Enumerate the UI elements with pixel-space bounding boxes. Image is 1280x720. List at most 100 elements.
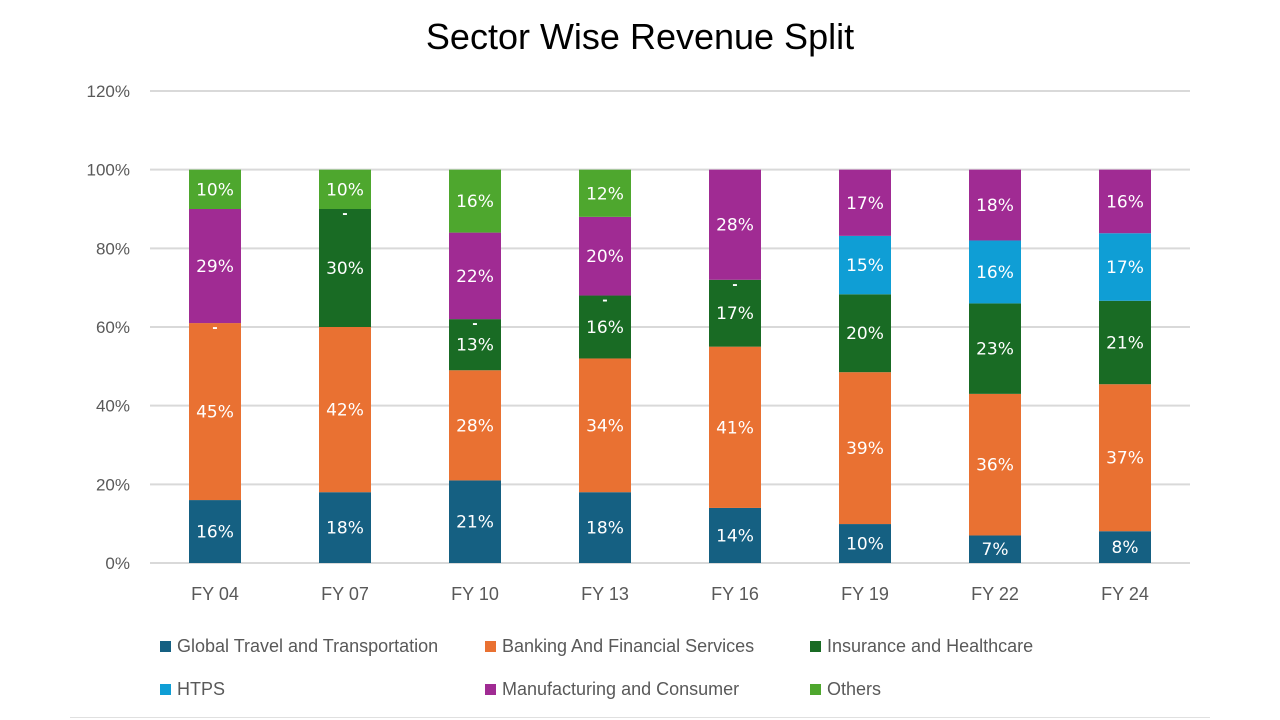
data-label: 17% [716,304,754,324]
bar-segment [449,319,501,371]
x-tick-label: FY 22 [971,584,1019,604]
chart-title: Sector Wise Revenue Split [425,16,855,57]
data-label: 36% [976,456,1014,476]
data-label: 28% [716,216,754,236]
legend-swatch [810,641,821,652]
data-label: 16% [586,318,624,338]
data-label: 18% [976,196,1014,216]
bar-segment [319,327,371,493]
bar-segment [189,323,241,501]
data-label: 29% [196,257,234,277]
legend-item: Banking And Financial Services [485,636,754,657]
y-tick-label: 100% [87,161,130,180]
legend-label: Manufacturing and Consumer [502,679,740,699]
x-tick-label: FY 07 [321,584,369,604]
bar-segment [969,303,1021,394]
bar-segment [1099,300,1151,385]
chart-border [70,717,1210,718]
data-label: 18% [326,519,364,539]
x-tick-label: FY 24 [1101,584,1149,604]
legend-label: Banking And Financial Services [502,636,755,656]
data-label: 16% [976,263,1014,283]
y-tick-label: 0% [105,554,130,573]
bar-segment [579,295,631,359]
bar-segment [709,169,761,280]
x-tick-label: FY 19 [841,584,889,604]
data-label-zero: - [472,317,477,332]
bar-segment [1099,233,1151,301]
legend-swatch [160,641,171,652]
bar-segment [1099,384,1151,532]
bar-segment [319,209,371,327]
data-label: 30% [326,259,364,279]
bar-segment [709,346,761,508]
legend-swatch [485,641,496,652]
bar-segment [709,507,761,563]
data-label: 15% [846,256,884,276]
bar-segment [839,372,891,525]
data-label: 13% [456,336,494,356]
bar-segment [969,169,1021,241]
bar-segment [1099,169,1151,234]
y-tick-label: 60% [96,318,130,337]
legend-label: Others [827,679,882,699]
bar-segment [579,216,631,296]
bar-segment [449,232,501,320]
legend-swatch [485,684,496,695]
bar-segment [839,294,891,373]
data-label: 39% [846,439,884,459]
bar-segment [189,169,241,209]
x-tick-label: FY 13 [581,584,629,604]
bar-segment [189,209,241,324]
legend-label: Global Travel and Transportation [177,636,439,656]
bar-segment [189,500,241,563]
data-label: 12% [586,184,624,204]
data-label-zero: - [732,278,737,293]
bar-segment [969,240,1021,304]
bar-segment [579,169,631,217]
y-tick-label: 80% [96,239,130,258]
data-label: 10% [326,180,364,200]
legend-swatch [160,684,171,695]
y-tick-label: 20% [96,475,130,494]
bar-segment [579,358,631,493]
bar-segment [319,492,371,563]
bar-segment [839,524,891,563]
legend-item: HTPS [160,679,225,700]
data-label: 28% [456,416,494,436]
data-label: 21% [1106,333,1144,353]
data-label: 21% [456,513,494,533]
legend-item: Insurance and Healthcare [810,636,1033,657]
data-label: 16% [1106,192,1144,212]
x-tick-label: FY 16 [711,584,759,604]
data-label: 45% [196,403,234,423]
bar-segment [839,169,891,236]
data-label: 34% [586,416,624,436]
data-label: 42% [326,401,364,421]
bar-segment [449,480,501,563]
bar-segment [969,535,1021,563]
data-label: 23% [976,340,1014,360]
bar-segment [839,235,891,295]
data-label: 17% [1106,258,1144,278]
bar-segment [1099,531,1151,563]
data-label: 16% [456,192,494,212]
legend-item: Manufacturing and Consumer [485,679,739,700]
data-label: 10% [196,180,234,200]
bar-segment [449,169,501,233]
legend-swatch [810,684,821,695]
data-label: 14% [716,526,754,546]
bar-segment [969,393,1021,536]
data-label-zero: - [342,207,347,222]
data-label: 10% [846,535,884,555]
data-label: 8% [1112,538,1139,558]
bar-segment [709,279,761,347]
data-label: 18% [586,519,624,539]
bar-segment [449,370,501,481]
data-label: 20% [586,247,624,267]
legend-label: HTPS [177,679,226,699]
legend-label: Insurance and Healthcare [827,636,1034,656]
data-label: 22% [456,267,494,287]
bar-segment [579,492,631,563]
x-tick-label: FY 04 [191,584,239,604]
